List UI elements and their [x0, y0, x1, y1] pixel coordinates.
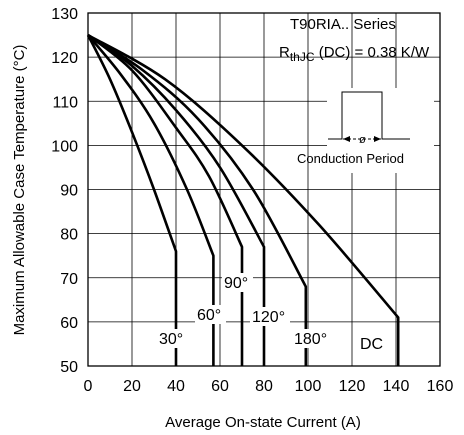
x-tick-label: 140 [383, 378, 410, 395]
x-tick-label: 80 [255, 378, 273, 395]
series-lines [86, 33, 400, 366]
x-axis-label: Average On-state Current (A) [165, 414, 361, 431]
waveform-icon [328, 91, 410, 140]
y-tick-label: 120 [51, 50, 78, 67]
phi-symbol: ø [359, 134, 366, 146]
y-tick-label: 90 [60, 183, 78, 200]
series-line-90° [87, 34, 244, 366]
series-label: DC [360, 336, 383, 353]
series-label: 180° [294, 331, 327, 348]
conduction-period-inset: ø Conduction Period [297, 88, 434, 173]
series-label-bg [358, 334, 380, 353]
x-tick-label: 160 [427, 378, 454, 395]
tick-labels: 0 20 40 60 80 100 120 140 160 50 60 70 80 90 100 110 120… [51, 6, 453, 395]
series-labels: 30° 60°90°120° 180° DC [157, 273, 383, 353]
y-tick-label: 130 [51, 6, 78, 23]
series-label: 30° [159, 331, 183, 348]
x-tick-label: 20 [123, 378, 141, 395]
x-tick-label: 60 [211, 378, 229, 395]
y-tick-label: 100 [51, 138, 78, 155]
inset-label: Conduction Period [297, 151, 404, 166]
series-label: 120° [252, 309, 285, 326]
chart-title: T90RIA.. Series [290, 16, 396, 33]
series-label: 60° [197, 307, 221, 324]
series-line-180° [87, 34, 308, 366]
x-tick-label: 40 [167, 378, 185, 395]
chart-subtitle: RthJC (DC) = 0.38 K/W [279, 44, 430, 64]
series-label-bg [292, 329, 332, 348]
series-label-bg [222, 273, 253, 292]
series-line-60° [87, 34, 215, 366]
series-line-30° [86, 34, 178, 366]
series-label-bg [195, 305, 226, 324]
y-tick-label: 80 [60, 227, 78, 244]
x-tick-label: 100 [295, 378, 322, 395]
series-line-DC [87, 33, 400, 366]
x-tick-label: 0 [84, 378, 93, 395]
y-tick-label: 70 [60, 271, 78, 288]
series-line-120° [87, 34, 266, 366]
series-label: 90° [224, 275, 248, 292]
y-tick-label: 50 [60, 359, 78, 376]
y-tick-label: 60 [60, 315, 78, 332]
y-tick-label: 110 [52, 94, 78, 111]
y-axis-label: Maximum Allowable Case Temperature (°C) [11, 45, 28, 336]
series-label-bg [250, 307, 290, 326]
x-tick-label: 120 [339, 378, 366, 395]
series-label-bg [157, 329, 188, 348]
